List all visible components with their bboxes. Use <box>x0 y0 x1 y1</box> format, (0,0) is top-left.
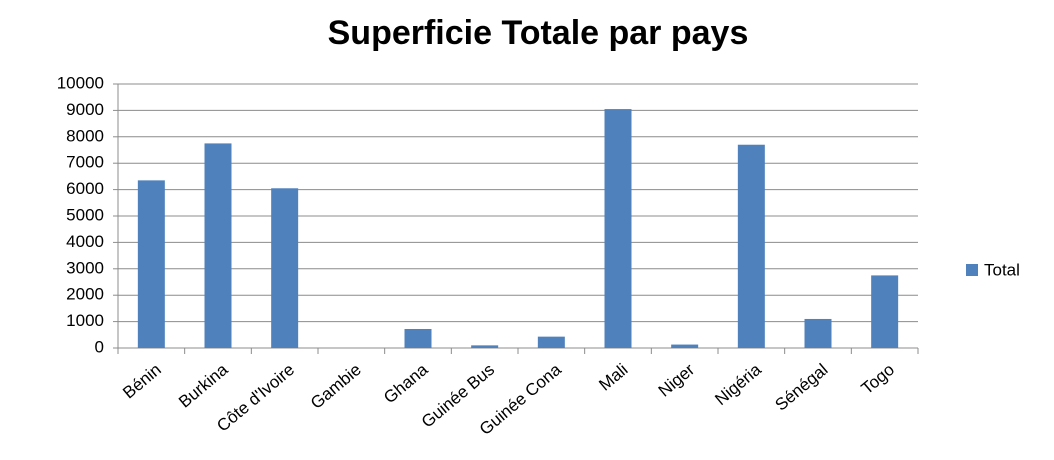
y-tick-label: 5000 <box>66 205 104 224</box>
x-tick-label: Ghana <box>380 360 432 408</box>
x-tick-label: Bénin <box>119 360 165 403</box>
x-tick-label: Niger <box>655 360 699 401</box>
bar <box>271 188 299 348</box>
y-tick-label: 10000 <box>57 73 104 92</box>
y-tick-label: 9000 <box>66 100 104 119</box>
bar <box>404 328 432 348</box>
y-tick-label: 7000 <box>66 153 104 172</box>
y-tick-label: 0 <box>95 337 104 356</box>
bar <box>871 275 899 348</box>
legend-swatch <box>966 264 978 276</box>
x-tick-label: Togo <box>858 360 898 398</box>
bar <box>204 143 232 348</box>
y-tick-label: 8000 <box>66 126 104 145</box>
bar <box>804 318 832 348</box>
legend-label: Total <box>984 260 1020 279</box>
x-tick-label: Sénégal <box>771 360 831 415</box>
y-tick-label: 3000 <box>66 258 104 277</box>
y-tick-label: 6000 <box>66 179 104 198</box>
y-tick-label: 4000 <box>66 232 104 251</box>
bar <box>604 109 632 348</box>
bar <box>471 345 499 348</box>
chart-title: Superficie Totale par pays <box>328 14 749 52</box>
bar <box>137 180 165 348</box>
y-tick-label: 2000 <box>66 285 104 304</box>
x-tick-label: Gambie <box>307 360 365 413</box>
x-tick-label: Burkina <box>175 360 232 412</box>
y-tick-label: 1000 <box>66 311 104 330</box>
x-tick-label: Nigéria <box>711 360 765 410</box>
bar <box>671 344 699 348</box>
x-tick-label: Mali <box>595 360 631 395</box>
bar <box>737 144 765 348</box>
bar <box>537 336 565 348</box>
